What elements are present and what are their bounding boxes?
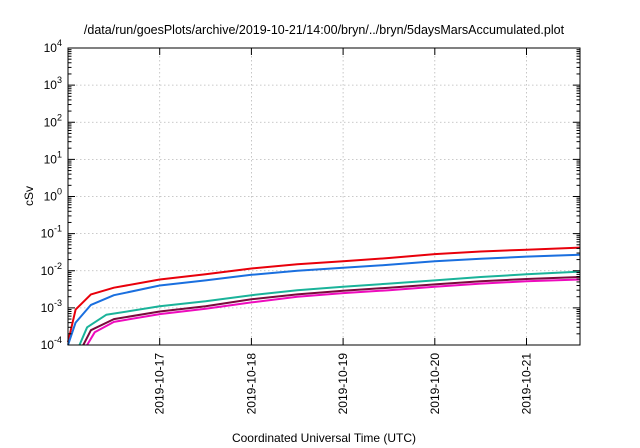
y-tick-label: 100 [44, 187, 62, 204]
x-tick-label: 2019-10-17 [153, 353, 167, 415]
y-tick-base: 10 [44, 152, 58, 166]
y-tick-exponent: -1 [54, 224, 62, 234]
y-tick-base: 10 [41, 264, 55, 278]
y-tick-exponent: -4 [54, 335, 62, 345]
series-group [67, 246, 581, 346]
y-tick-label: 102 [44, 112, 62, 129]
x-tick-label: 2019-10-20 [428, 353, 442, 415]
y-tick-label: 101 [44, 149, 62, 166]
y-tick-exponent: 0 [57, 187, 62, 197]
x-axis: 2019-10-17 2019-10-18 2019-10-19 2019-10-20… [153, 48, 534, 414]
y-tick-base: 10 [41, 301, 55, 315]
y-tick-label: 10-1 [41, 224, 62, 241]
series-line-1 [67, 246, 581, 343]
series-line-2 [67, 253, 581, 346]
x-tick-label: 2019-10-18 [244, 353, 258, 415]
y-tick-label: 10-2 [41, 261, 62, 278]
y-tick-label: 104 [44, 38, 62, 55]
y-tick-base: 10 [44, 41, 58, 55]
y-tick-exponent: 2 [57, 112, 62, 122]
y-tick-base: 10 [44, 115, 58, 129]
y-tick-label: 10-3 [41, 298, 62, 315]
grid [68, 48, 580, 345]
y-tick-base: 10 [41, 338, 55, 352]
series-line-4 [82, 276, 581, 346]
x-axis-label: Coordinated Universal Time (UTC) [232, 431, 416, 445]
y-tick-exponent: 3 [57, 75, 62, 85]
y-tick-exponent: 1 [57, 149, 62, 159]
x-tick-label: 2019-10-19 [336, 353, 350, 415]
series-line-3 [78, 270, 581, 346]
y-tick-base: 10 [44, 78, 58, 92]
y-tick-exponent: -3 [54, 298, 62, 308]
y-tick-label: 103 [44, 75, 62, 92]
y-tick-exponent: -2 [54, 261, 62, 271]
y-tick-base: 10 [44, 190, 58, 204]
y-tick-exponent: 4 [57, 38, 62, 48]
y-axis-label: cSv [22, 186, 36, 206]
y-tick-label: 10-4 [41, 335, 62, 352]
series-line-5 [86, 278, 581, 346]
x-tick-label: 2019-10-21 [520, 353, 534, 415]
y-tick-base: 10 [41, 227, 55, 241]
chart-title: /data/run/goesPlots/archive/2019-10-21/1… [84, 23, 565, 37]
